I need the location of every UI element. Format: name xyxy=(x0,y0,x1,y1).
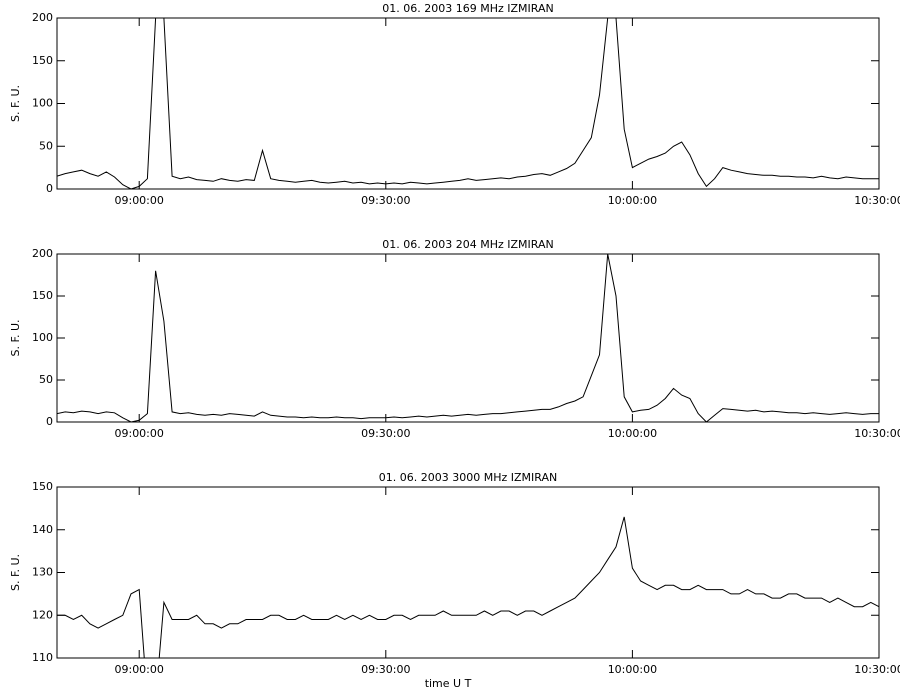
y-tick-label: 50 xyxy=(39,139,53,152)
y-tick-label: 120 xyxy=(32,608,53,621)
plot-frame xyxy=(56,253,880,423)
panel: 01. 06. 2003 169 MHz IZMIRAN S. F. U. 0 50 1… xyxy=(9,2,900,207)
y-tick-label: 100 xyxy=(32,97,53,110)
x-tick-label: 10:30:00 xyxy=(854,427,900,440)
x-tick-label: 09:00:00 xyxy=(114,427,163,440)
x-tick-label: 10:00:00 xyxy=(608,663,657,676)
series-line xyxy=(57,18,879,189)
y-tick-label: 140 xyxy=(32,523,53,536)
y-tick-label: 0 xyxy=(46,415,53,428)
y-axis-label: S. F. U. xyxy=(9,85,22,122)
x-tick-label: 10:30:00 xyxy=(854,663,900,676)
x-tick-label: 09:00:00 xyxy=(114,194,163,207)
series-line xyxy=(57,254,879,422)
y-tick-label: 150 xyxy=(32,54,53,67)
y-axis-label: S. F. U. xyxy=(9,319,22,356)
panel: 01. 06. 2003 3000 MHz IZMIRAN S. F. U. tim… xyxy=(9,471,900,690)
panel-title: 01. 06. 2003 204 MHz IZMIRAN xyxy=(382,238,553,251)
x-tick-label: 10:30:00 xyxy=(854,194,900,207)
y-tick-label: 100 xyxy=(32,331,53,344)
x-tick-label: 09:30:00 xyxy=(361,663,410,676)
plot-frame xyxy=(56,486,880,659)
y-tick-label: 130 xyxy=(32,566,53,579)
x-tick-label: 09:30:00 xyxy=(361,427,410,440)
y-tick-label: 150 xyxy=(32,480,53,493)
y-tick-label: 110 xyxy=(32,651,53,664)
panel: 01. 06. 2003 204 MHz IZMIRAN S. F. U. 0 50 1… xyxy=(9,238,900,440)
y-axis-label: S. F. U. xyxy=(9,554,22,591)
plot-frame xyxy=(56,17,880,190)
x-tick-label: 10:00:00 xyxy=(608,194,657,207)
x-tick-label: 10:00:00 xyxy=(608,427,657,440)
panel-title: 01. 06. 2003 169 MHz IZMIRAN xyxy=(382,2,553,15)
y-tick-label: 200 xyxy=(32,11,53,24)
x-axis-label: time U T xyxy=(425,677,472,690)
y-tick-label: 0 xyxy=(46,182,53,195)
x-tick-label: 09:00:00 xyxy=(114,663,163,676)
y-tick-label: 150 xyxy=(32,289,53,302)
series-line xyxy=(57,516,879,658)
panel-title: 01. 06. 2003 3000 MHz IZMIRAN xyxy=(379,471,557,484)
x-tick-label: 09:30:00 xyxy=(361,194,410,207)
y-tick-label: 50 xyxy=(39,373,53,386)
y-tick-label: 200 xyxy=(32,247,53,260)
